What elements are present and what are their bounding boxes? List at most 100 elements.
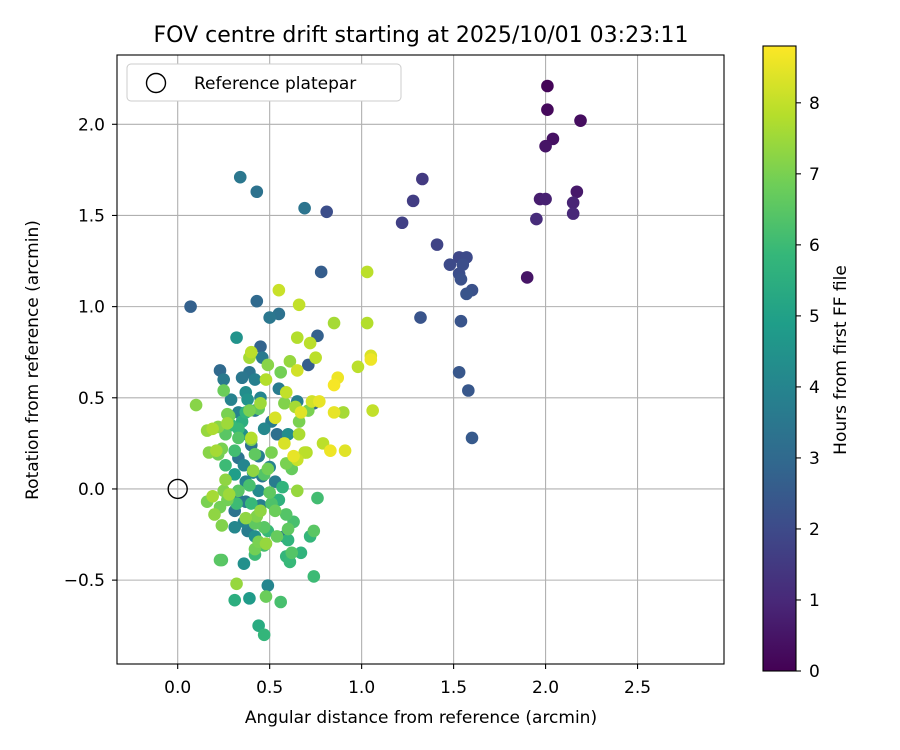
data-point [285,546,299,560]
data-point [241,393,254,406]
data-point [237,458,251,472]
data-point [278,437,291,450]
data-point [283,355,297,368]
colorbar-tick-label: 1 [809,591,820,611]
data-point [327,406,341,419]
data-point [274,595,288,609]
y-tick-label: 1.5 [78,206,105,226]
colorbar-gradient [763,46,796,671]
data-point [221,407,234,421]
data-point [311,491,324,505]
data-point [244,497,258,510]
chart-title: FOV centre drift starting at 2025/10/01 … [154,23,689,48]
data-point [287,449,300,463]
data-point [250,294,264,308]
data-point [189,398,203,412]
data-point [414,311,427,324]
data-point [268,504,282,518]
x-tick-label: 1.0 [348,678,375,698]
data-point [268,411,282,425]
colorbar-tick-label: 5 [809,307,820,327]
data-point [254,340,267,354]
data-point [539,139,552,153]
data-point [210,444,223,457]
plot-frame [116,54,725,665]
data-point [281,533,295,547]
data-point [278,396,291,410]
data-point [230,331,243,344]
data-point [246,464,260,478]
legend-marker-icon [145,72,167,94]
data-point [541,79,554,93]
data-point [217,373,230,386]
data-point [215,519,229,532]
data-point [430,238,444,251]
y-tick-label: 1.0 [78,298,105,318]
data-point [228,444,242,457]
data-point [219,473,232,487]
data-point [303,336,317,350]
colorbar-frame [762,45,797,672]
data-point [566,196,580,209]
y-tick-label: −0.5 [64,571,105,591]
colorbar-tick-label: 4 [809,378,820,398]
colorbar-tick-label: 8 [809,94,820,114]
data-point [230,577,243,591]
data-point [279,508,293,521]
x-tick-label: 2.5 [624,678,651,698]
data-point [252,619,265,633]
data-point [276,480,289,494]
y-tick-label: 2.0 [78,115,105,135]
data-point [416,172,429,186]
y-axis-ticks: −0.5 0.0 0.5 1.0 1.5 2.0 [64,115,117,591]
data-point [294,546,308,560]
data-point [307,524,321,538]
data-point [243,592,256,605]
data-point [336,406,350,419]
colorbar-label: Hours from first FF file [831,265,851,455]
data-point [208,508,221,521]
data-point [539,192,552,206]
colorbar: 0 1 2 3 4 5 6 7 8 Hours from first FF file [762,45,851,682]
data-point [570,185,584,199]
data-point [406,194,420,208]
data-point [307,570,321,583]
data-point [454,314,468,328]
data-point [327,378,341,392]
data-point [248,373,262,386]
data-point [452,365,466,379]
data-point [263,311,276,324]
data-point [244,345,258,359]
data-point [228,520,242,534]
data-point [360,316,374,330]
data-point [313,395,326,408]
data-point [213,553,227,567]
data-point [239,511,253,525]
data-point [294,406,308,419]
data-point [290,331,304,344]
data-point [566,207,580,220]
data-point [324,444,337,457]
data-point [235,371,249,385]
colorbar-tick-label: 0 [809,662,820,682]
data-point [290,484,304,498]
data-point [465,431,479,445]
y-tick-label: 0.5 [78,389,105,409]
data-points [184,79,587,642]
x-tick-label: 0.0 [164,678,191,698]
colorbar-tick-label: 2 [809,520,820,540]
reference-platepar-marker [167,478,188,500]
colorbar-tick-label: 7 [809,165,820,185]
data-point [259,537,273,550]
data-point [261,579,275,592]
data-point [320,205,333,219]
data-point [228,593,242,607]
data-point [248,448,262,461]
data-point [252,484,265,498]
data-point [530,212,543,226]
data-point [233,170,247,184]
legend-label: Reference platepar [194,74,356,94]
y-axis-label: Rotation from reference (arcmin) [23,220,43,500]
data-point [206,422,219,436]
